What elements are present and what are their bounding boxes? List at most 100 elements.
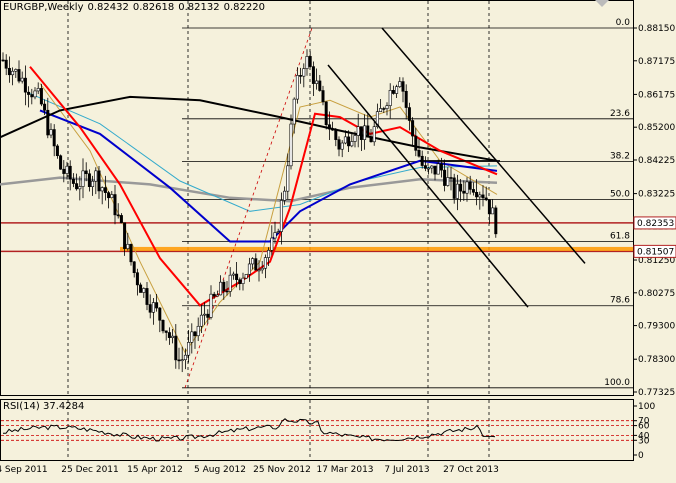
candle-body [167, 332, 171, 338]
candle-body [423, 165, 427, 169]
price-label-box [633, 244, 676, 258]
rsi-tick-label: 70 [638, 417, 650, 427]
candle-body [20, 77, 24, 82]
candle-body [430, 165, 434, 169]
candle-body [356, 126, 360, 136]
fibonacci-label: 100.0 [604, 378, 630, 388]
candle-body [417, 150, 421, 157]
support-band-rect [120, 246, 633, 251]
candle-body [158, 307, 162, 321]
candle-body [439, 163, 443, 171]
candle-body [468, 181, 472, 190]
ma-cyan-line [29, 93, 498, 212]
rsi-tick-label: 40 [638, 431, 650, 441]
candle-body [71, 178, 75, 184]
candle-body [260, 267, 264, 271]
candle-body [119, 215, 123, 224]
channel-lower-line [327, 64, 529, 308]
candle-body [161, 319, 165, 332]
candle-body [68, 165, 72, 180]
candle-body [318, 80, 322, 91]
candle-body [452, 177, 456, 199]
candle-body [276, 231, 280, 233]
candle-body [359, 126, 363, 140]
candle-body [404, 90, 408, 108]
candle-body [273, 232, 277, 239]
candle-body [241, 277, 245, 284]
candle-body [311, 66, 315, 84]
candle-body [231, 273, 235, 276]
candle-body [59, 155, 63, 170]
candle-body [84, 170, 88, 175]
candle-body [219, 281, 223, 296]
candle-body [17, 69, 21, 82]
ma-tan-line [39, 83, 498, 354]
high-value: 0.82618 [132, 2, 175, 13]
candle-body [23, 77, 27, 93]
price-tick-label: 0.80275 [638, 289, 675, 299]
price-tick-label: 0.79300 [638, 322, 675, 332]
candle-body [308, 56, 312, 67]
fibonacci-label: 38.2 [610, 151, 630, 161]
candle-body [52, 129, 56, 147]
candle-body [327, 124, 331, 130]
candle-body [11, 70, 15, 76]
candle-body [491, 207, 495, 215]
candle-body [100, 187, 104, 192]
candle-body [462, 190, 466, 194]
candle-body [225, 290, 229, 293]
candle-body [401, 81, 405, 92]
candle-body [443, 169, 447, 186]
candle-body [315, 80, 319, 84]
candle-body [267, 249, 271, 258]
time-tick-label: 25 Nov 2012 [253, 465, 311, 475]
fibonacci-levels: 0.0 23.6 38.2 50.0 61.8 78.6 100.0 [182, 18, 633, 389]
trend-channels [327, 27, 586, 308]
candle-body [55, 145, 59, 157]
candle-body [459, 183, 463, 192]
time-tick-label: 4 Sep 2011 [0, 465, 48, 475]
candle-body [257, 269, 261, 272]
candle-body [75, 183, 79, 190]
candle-body [228, 274, 232, 292]
candle-body [135, 272, 139, 286]
candle-body [206, 313, 210, 318]
candle-body [151, 302, 155, 313]
time-tick-label: 27 Oct 2013 [443, 465, 499, 475]
candle-body [235, 273, 239, 280]
candle-body [302, 68, 306, 77]
candle-body [292, 98, 296, 125]
candle-body [347, 136, 351, 147]
candle-body [91, 180, 95, 187]
main-plot-frame [0, 0, 634, 396]
candle-body [129, 243, 133, 263]
rsi-tick-label: 60 [638, 422, 650, 432]
price-axis: 0.88150 0.87175 0.86175 0.85200 0.84225 0.832… [633, 24, 675, 398]
candle-body [481, 194, 485, 199]
price-label-text: 0.81507 [637, 247, 674, 257]
candle-body [388, 90, 392, 106]
candle-body [465, 181, 469, 194]
candle-body [180, 359, 184, 362]
candle-body [478, 194, 482, 198]
candle-body [203, 313, 207, 316]
candle-body [103, 187, 107, 193]
candle-body [212, 293, 216, 297]
candle-body [305, 56, 309, 69]
candle-body [433, 165, 437, 175]
candle-body [1, 59, 5, 62]
candle-body [391, 90, 395, 94]
candle-body [113, 194, 117, 216]
candle-body [289, 123, 293, 167]
ma-gray-line [0, 176, 498, 203]
candle-body [414, 135, 418, 151]
candle-body [87, 173, 91, 187]
price-tick-label: 0.78300 [638, 355, 675, 365]
candle-body [142, 288, 146, 293]
candle-body [251, 258, 255, 265]
vertical-grid [67, 1, 490, 460]
candle-body [14, 69, 18, 72]
shift-marker-icon[interactable] [595, 0, 609, 8]
candle-body [193, 331, 197, 337]
